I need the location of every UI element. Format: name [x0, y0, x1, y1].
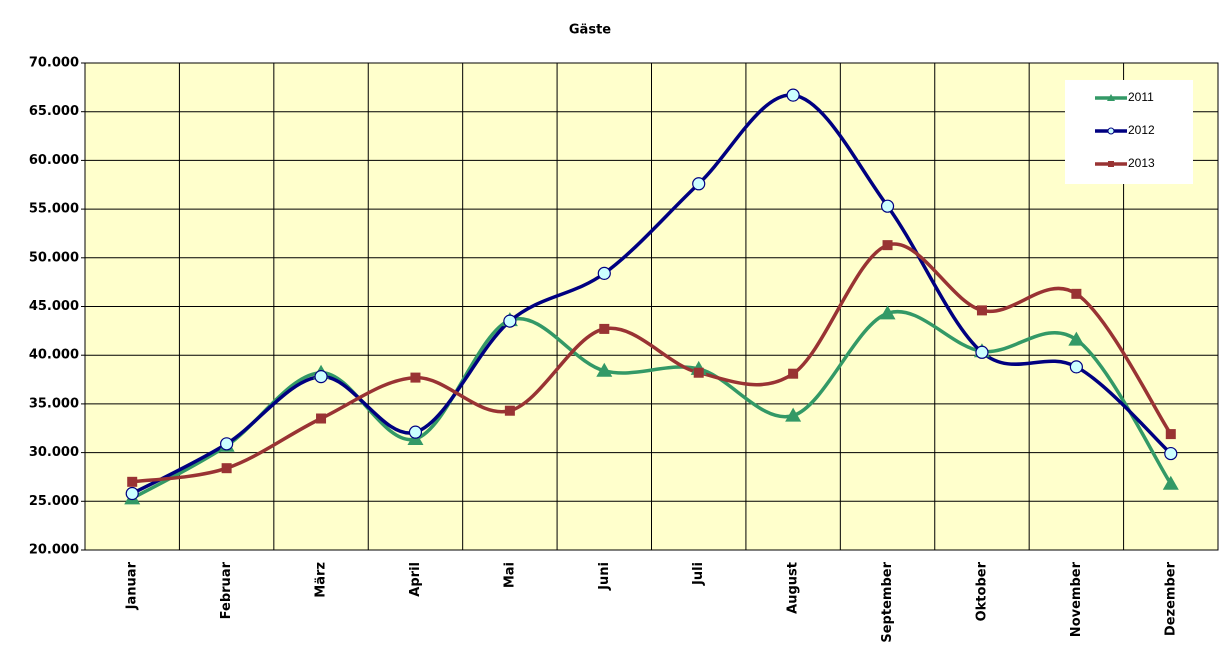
marker [314, 370, 328, 384]
marker [503, 314, 517, 328]
marker [880, 199, 895, 213]
x-tick-label: Juni [597, 562, 612, 591]
legend-label: 2013 [1128, 156, 1155, 170]
legend: 2011 2012 2013 [1065, 80, 1193, 184]
legend-marker [1108, 161, 1114, 167]
marker [599, 323, 610, 334]
y-tick-label: 30.000 [29, 445, 79, 460]
y-tick-label: 50.000 [29, 250, 79, 265]
y-tick-label: 20.000 [29, 543, 79, 558]
x-tick-label: Mai [502, 562, 517, 588]
marker [221, 463, 232, 474]
x-tick-label: September [880, 561, 895, 642]
marker [788, 368, 799, 379]
marker [1071, 288, 1082, 299]
marker [879, 305, 896, 320]
x-tick-label: März [314, 562, 329, 598]
marker [597, 266, 611, 280]
x-tick-label: Januar [125, 561, 140, 610]
legend-marker [1107, 94, 1115, 101]
marker [220, 437, 234, 451]
marker [596, 362, 613, 377]
marker [125, 486, 139, 501]
marker [692, 177, 706, 191]
y-tick-label: 55.000 [29, 202, 79, 217]
x-tick-label: November [1069, 561, 1084, 637]
y-tick-label: 70.000 [29, 56, 79, 71]
marker [1069, 360, 1083, 374]
marker [127, 476, 138, 487]
legend-box [1065, 80, 1193, 184]
marker [785, 407, 802, 422]
marker [975, 345, 989, 359]
legend-label: 2011 [1128, 90, 1154, 104]
x-tick-label: April [408, 562, 423, 597]
y-tick-label: 45.000 [29, 299, 79, 314]
marker [504, 405, 515, 416]
legend-label: 2012 [1128, 123, 1155, 137]
y-tick-label: 35.000 [29, 396, 79, 411]
x-tick-label: Oktober [974, 561, 989, 621]
x-tick-label: Februar [219, 561, 234, 619]
marker [882, 240, 893, 251]
marker [1068, 331, 1085, 346]
marker [1164, 446, 1178, 461]
x-tick-label: Dezember [1163, 561, 1178, 636]
y-tick-label: 65.000 [29, 104, 79, 119]
y-tick-label: 25.000 [29, 494, 79, 509]
marker [408, 425, 423, 439]
marker [1165, 429, 1176, 440]
marker [976, 305, 987, 316]
marker [1162, 475, 1179, 490]
x-tick-label: Juli [691, 562, 706, 586]
chart-title: Gäste [569, 23, 611, 38]
marker [693, 367, 704, 378]
marker [316, 413, 327, 424]
legend-marker [1107, 127, 1115, 135]
marker [786, 88, 800, 102]
y-tick-label: 40.000 [29, 348, 79, 363]
x-tick-label: August [786, 562, 801, 614]
marker [410, 372, 421, 383]
y-tick-label: 60.000 [29, 153, 79, 168]
